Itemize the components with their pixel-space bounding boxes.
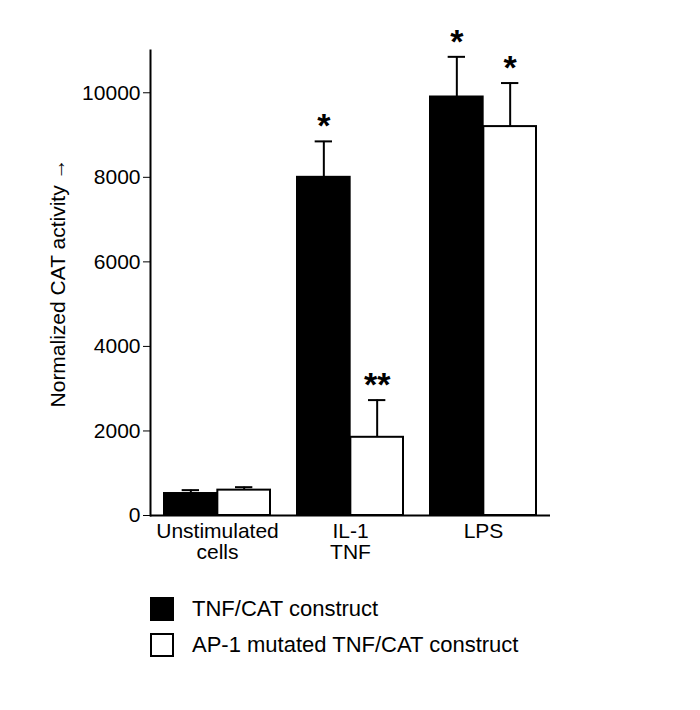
html-text:AP-1 mutated TNF/CAT construct: AP-1 mutated TNF/CAT construct (192, 632, 519, 657)
svg-text:*: * (504, 48, 518, 86)
svg-text:Unstimulatedcells: Unstimulatedcells (156, 519, 279, 563)
svg-text:2000: 2000 (94, 419, 141, 442)
html-text:TNF/CAT construct: TNF/CAT construct (192, 596, 379, 621)
svg-text:*: * (317, 106, 331, 144)
svg-text:**: ** (364, 365, 391, 403)
svg-text:10000: 10000 (82, 80, 140, 103)
svg-text:*: * (450, 22, 464, 60)
svg-text:IL-1TNF: IL-1TNF (330, 519, 371, 563)
svg-text:0: 0 (129, 503, 141, 526)
svg-text:LPS: LPS (464, 519, 504, 542)
svg-text:4000: 4000 (94, 334, 141, 357)
svg-text:8000: 8000 (94, 165, 141, 188)
svg-text:6000: 6000 (94, 250, 141, 273)
svg-text:Normalized CAT activity →: Normalized CAT activity → (46, 159, 69, 408)
